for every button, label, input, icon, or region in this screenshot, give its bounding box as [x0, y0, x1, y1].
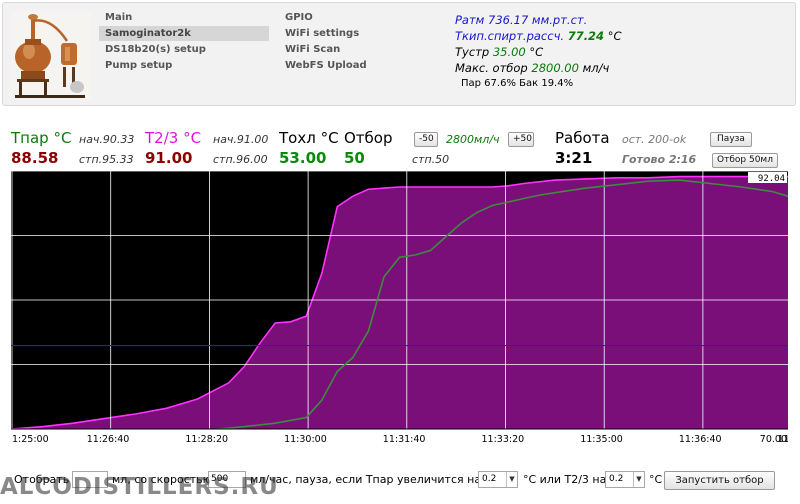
- tpar-label: Тпар °С: [11, 129, 72, 147]
- volume-input[interactable]: [72, 471, 108, 488]
- tust-row: Тустр 35.00 °C: [455, 44, 795, 60]
- speed-input[interactable]: 500: [208, 471, 246, 488]
- rate-value: 2800мл/ч: [446, 133, 500, 146]
- t23-delta-value: 0.2: [609, 474, 624, 484]
- menu-item-webfs-upload[interactable]: WebFS Upload: [285, 60, 367, 71]
- tboil-label: Ткип.спирт.рассч.: [455, 29, 565, 43]
- copper-still-image: [11, 11, 91, 99]
- footer-text-or-t23: °С или Т2/3 на: [523, 473, 607, 486]
- footer-text-take: Отобрать: [14, 473, 70, 486]
- tboil-row: Ткип.спирт.рассч. 77.24 °C: [455, 28, 795, 44]
- menu-item-ds18b20-setup[interactable]: DS18b20(s) setup: [105, 44, 206, 55]
- otbor-label: Отбор: [344, 129, 393, 147]
- minus-50-button[interactable]: -50: [414, 132, 438, 147]
- tboil-unit: °C: [607, 29, 622, 43]
- x-tick-label: 11:33:20: [482, 434, 525, 445]
- otbor-setpoint: стп.50: [412, 153, 450, 166]
- tpar-setpoint: стп.95.33: [79, 153, 134, 166]
- x-axis-band: [11, 429, 788, 465]
- header-panel: Main Samoginator2k DS18b20(s) setup Pump…: [2, 2, 796, 106]
- remaining-status: ост. 200-ok: [622, 133, 687, 146]
- menu-item-main[interactable]: Main: [105, 12, 133, 23]
- max-value: 2800.00: [531, 61, 579, 75]
- menu-item-pump-setup[interactable]: Pump setup: [105, 60, 173, 71]
- work-label: Работа: [555, 129, 610, 147]
- chevron-down-icon: ▼: [633, 472, 644, 487]
- tust-value: 35.00: [492, 45, 526, 59]
- x-tick-label: 11:26:40: [87, 434, 130, 445]
- footer-text-speed: мл, со скоростью: [112, 473, 212, 486]
- menu-column-2: GPIO WiFi settings WiFi Scan WebFS Uploa…: [279, 10, 449, 74]
- tboil-value: 77.24: [567, 29, 605, 43]
- footer-text-pause: мл/час, пауза, если Тпар увеличится на: [250, 473, 482, 486]
- top-value-box: [748, 172, 787, 183]
- x-tick-label: 11:38:20: [778, 434, 788, 445]
- tust-label: Тустр: [455, 45, 490, 59]
- patm-row: Ратм 736.17 мм.рт.ст.: [455, 12, 795, 28]
- menu-item-wifi-scan[interactable]: WiFi Scan: [285, 44, 341, 55]
- max-row: Макс. отбор 2800.00 мл/ч: [455, 60, 795, 76]
- menu-column-1: Main Samoginator2k DS18b20(s) setup Pump…: [99, 10, 269, 74]
- patm-value: 736.17 мм.рт.ст.: [488, 13, 588, 27]
- tcool-value: 53.00: [279, 149, 327, 167]
- status-row: Тпар °С нач.90.33 88.58 стп.95.33 Т2/3 °…: [0, 126, 800, 172]
- work-time: 3:21: [555, 149, 593, 167]
- start-otbor-button[interactable]: Запустить отбор: [664, 471, 775, 490]
- t23-start: нач.91.00: [213, 133, 269, 146]
- x-tick-label: 11:28:20: [185, 434, 228, 445]
- chevron-down-icon: ▼: [506, 472, 517, 487]
- tpar-delta-value: 0.2: [482, 474, 497, 484]
- footer-text-unit: °С: [649, 473, 663, 486]
- ready-status: Готово 2:16: [622, 153, 697, 166]
- y-top-value-label: 92.04: [758, 174, 785, 184]
- menu-item-samoginator2k[interactable]: Samoginator2k: [99, 26, 269, 41]
- info-panel: Ратм 736.17 мм.рт.ст. Ткип.спирт.рассч. …: [455, 12, 795, 92]
- t23-value: 91.00: [145, 149, 193, 167]
- x-tick-label: 11:30:00: [284, 434, 327, 445]
- tpar-value: 88.58: [11, 149, 59, 167]
- distiller-logo: [11, 11, 91, 99]
- otbor-50ml-button[interactable]: Отбор 50мл: [712, 153, 778, 168]
- series-tpar-area: [11, 176, 788, 429]
- menu-item-gpio[interactable]: GPIO: [285, 12, 313, 23]
- max-unit: мл/ч: [582, 61, 610, 75]
- t23-setpoint: стп.96.00: [213, 153, 268, 166]
- otbor-value: 50: [344, 149, 365, 167]
- temperature-chart-svg: 1:25:00 11:26:40 11:28:20 11:30:00 11:31:40 1…: [11, 171, 788, 465]
- x-tick-label: 1:25:00: [12, 434, 49, 445]
- menu-item-wifi-settings[interactable]: WiFi settings: [285, 28, 360, 39]
- tpar-start: нач.90.33: [79, 133, 135, 146]
- patm-label: Ратм: [455, 13, 485, 27]
- series-tpar-line: [11, 175, 788, 430]
- y-tick-label-bottom: 70.00: [760, 434, 787, 445]
- t23-delta-select[interactable]: 0.2 ▼: [605, 471, 645, 488]
- x-tick-label: 11:35:00: [580, 434, 623, 445]
- temperature-chart: 1:25:00 11:26:40 11:28:20 11:30:00 11:31:40 1…: [11, 171, 788, 465]
- tpar-delta-select[interactable]: 0.2 ▼: [478, 471, 518, 488]
- tcool-label: Тохл °С: [279, 129, 339, 147]
- footer-controls: Отобрать мл, со скоростью 500 мл/час, па…: [0, 470, 800, 490]
- x-tick-label: 11:36:40: [679, 434, 722, 445]
- max-label: Макс. отбор: [455, 61, 528, 75]
- tust-unit: °C: [529, 45, 544, 59]
- plus-50-button[interactable]: +50: [508, 132, 534, 147]
- x-tick-label: 11:31:40: [383, 434, 426, 445]
- pause-button[interactable]: Пауза: [710, 132, 752, 147]
- t23-label: Т2/3 °С: [145, 129, 202, 147]
- steam-tank-status: Пар 67.6% Бак 19.4%: [461, 78, 574, 89]
